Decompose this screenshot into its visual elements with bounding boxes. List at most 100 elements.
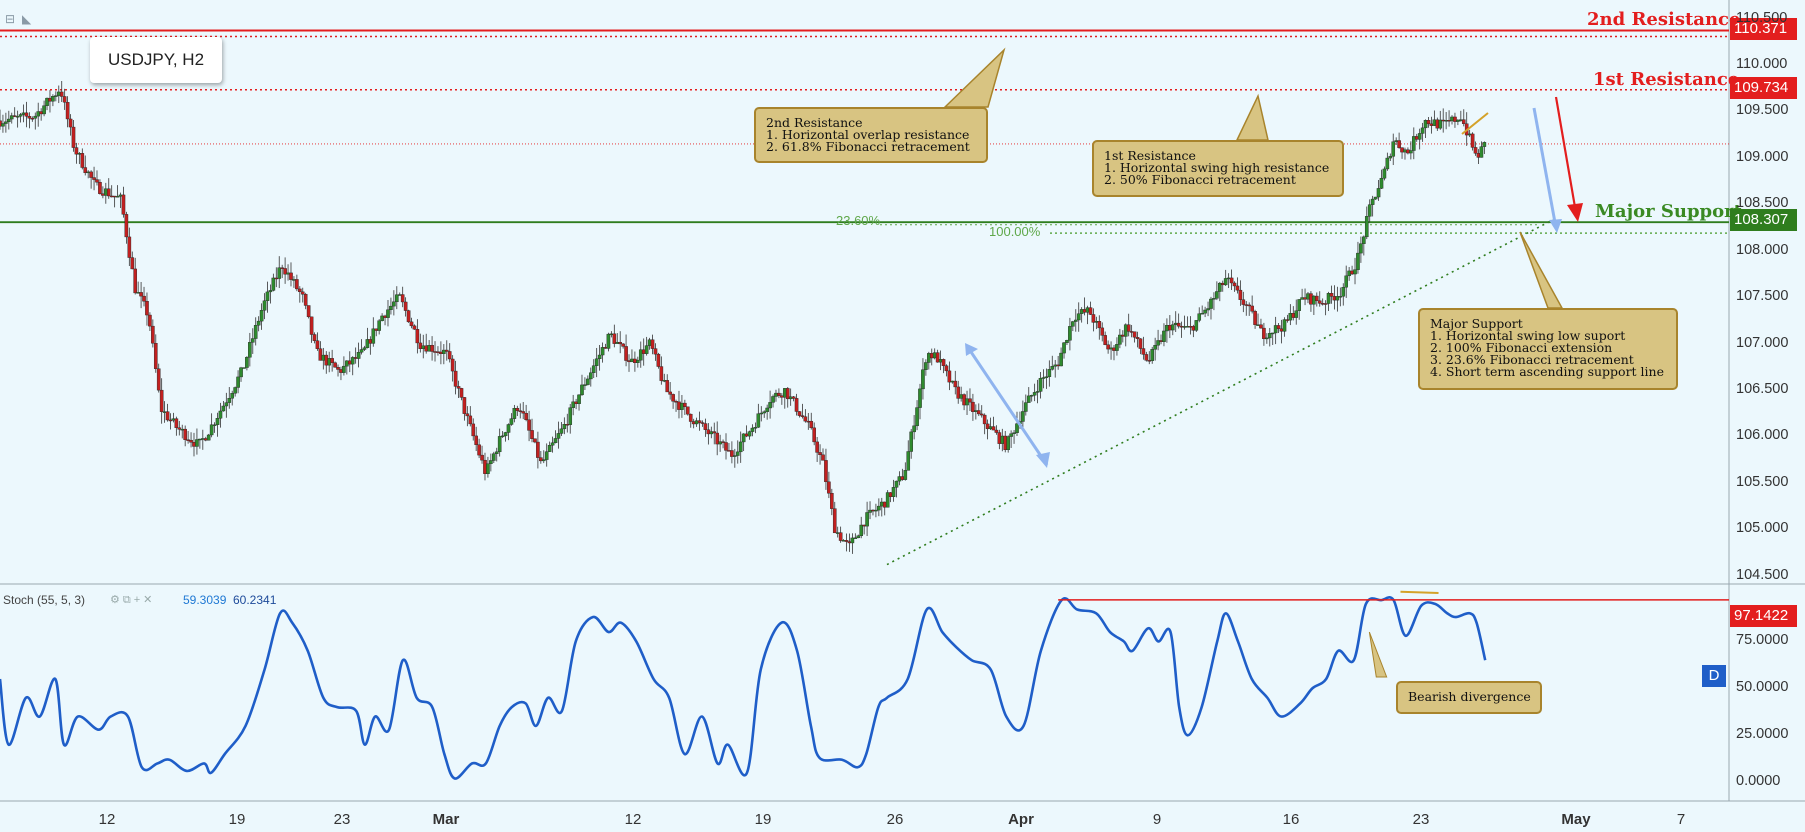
candle xyxy=(865,512,869,527)
bearish-note-pointer xyxy=(1368,631,1388,678)
candle xyxy=(1026,395,1031,403)
candle xyxy=(1400,147,1404,153)
candle xyxy=(730,450,734,457)
candle xyxy=(900,476,905,480)
candle xyxy=(988,426,993,430)
candle xyxy=(1244,304,1249,306)
candle xyxy=(586,378,590,385)
candle xyxy=(109,195,114,198)
candle xyxy=(1009,433,1013,437)
symbol-label[interactable]: USDJPY, H2 xyxy=(90,37,222,83)
candle xyxy=(1441,119,1445,122)
time-tick: 26 xyxy=(886,811,904,828)
candle xyxy=(1068,326,1072,341)
candle xyxy=(65,102,70,120)
candle xyxy=(841,540,846,542)
candle xyxy=(827,481,831,494)
price-tick: 108.500 xyxy=(1736,195,1789,212)
candle xyxy=(327,358,332,366)
candle xyxy=(674,401,678,403)
candle xyxy=(588,372,593,380)
candle xyxy=(1118,334,1122,345)
candle xyxy=(821,454,825,461)
candle xyxy=(753,427,758,429)
candle xyxy=(1082,309,1087,313)
candle xyxy=(1282,319,1287,332)
candle xyxy=(392,301,396,307)
candle xyxy=(230,393,235,399)
candle xyxy=(250,338,255,343)
candle xyxy=(638,349,643,361)
candle xyxy=(280,267,284,269)
time-tick: Apr xyxy=(1008,811,1034,828)
candle xyxy=(1079,309,1084,314)
candle xyxy=(1071,321,1075,327)
candle xyxy=(1285,319,1290,321)
candle xyxy=(195,439,199,447)
first-resistance-note[interactable]: 1st Resistance 1. Horizontal swing high … xyxy=(1092,140,1344,197)
candle xyxy=(189,439,193,443)
candle xyxy=(1153,345,1157,350)
candle xyxy=(403,301,408,311)
candle xyxy=(553,438,558,444)
candle xyxy=(1121,334,1125,337)
candle xyxy=(1223,278,1228,286)
candle xyxy=(515,408,520,411)
candle xyxy=(1323,303,1328,305)
measure-arrow-2-head xyxy=(1549,219,1562,233)
candle xyxy=(433,351,437,353)
candle xyxy=(12,115,17,117)
candle xyxy=(397,294,402,296)
candle xyxy=(518,410,523,412)
candle xyxy=(565,424,570,426)
candle xyxy=(536,441,540,458)
candle xyxy=(1414,136,1419,140)
candle xyxy=(1135,337,1140,339)
second-resistance-note[interactable]: 2nd Resistance 1. Horizontal overlap res… xyxy=(754,107,988,163)
flag-icon[interactable]: ◣ xyxy=(22,12,32,26)
candle xyxy=(1,123,5,127)
candle xyxy=(333,362,337,368)
candle xyxy=(879,501,884,507)
candle xyxy=(677,401,681,410)
candle xyxy=(647,339,652,346)
drawing-badge[interactable]: D xyxy=(1702,665,1726,687)
candle xyxy=(618,341,622,345)
price-tick: 106.500 xyxy=(1736,381,1789,397)
candle xyxy=(118,194,123,197)
candle xyxy=(1417,133,1422,140)
candle xyxy=(882,501,887,508)
candle xyxy=(27,116,32,119)
major-support-note[interactable]: Major Support 1. Horizontal swing low su… xyxy=(1418,308,1678,390)
candle xyxy=(1109,347,1113,350)
price-tick: 105.000 xyxy=(1736,520,1789,537)
bearish-divergence-note[interactable]: Bearish divergence xyxy=(1396,681,1542,714)
candle xyxy=(315,340,320,349)
fib-23-label: 23.60% xyxy=(836,213,881,228)
stoch-divergence-mark xyxy=(1400,590,1439,595)
candle xyxy=(1215,291,1219,299)
candle xyxy=(1476,153,1481,158)
candle xyxy=(1103,335,1107,345)
note-title: Major Support xyxy=(1430,316,1523,331)
second-resistance-price: 110.371 xyxy=(1730,18,1797,40)
candle xyxy=(512,408,517,419)
candle xyxy=(215,418,220,425)
candle xyxy=(718,441,722,445)
time-tick: 19 xyxy=(228,811,246,828)
candle xyxy=(1409,150,1413,154)
stoch-tick: 0.0000 xyxy=(1736,773,1781,790)
collapse-icon[interactable]: ⊟ xyxy=(5,12,16,26)
candle xyxy=(671,394,675,402)
candle xyxy=(345,360,349,367)
candle xyxy=(171,418,176,421)
candle xyxy=(165,411,170,421)
candle xyxy=(1168,324,1172,331)
candle xyxy=(183,428,187,440)
indicator-settings-icons[interactable]: ⚙⧉+✕ xyxy=(110,594,156,606)
candle xyxy=(818,452,822,456)
candle xyxy=(306,305,311,318)
candle xyxy=(139,292,143,297)
candle xyxy=(459,388,464,398)
candle xyxy=(1376,188,1381,198)
